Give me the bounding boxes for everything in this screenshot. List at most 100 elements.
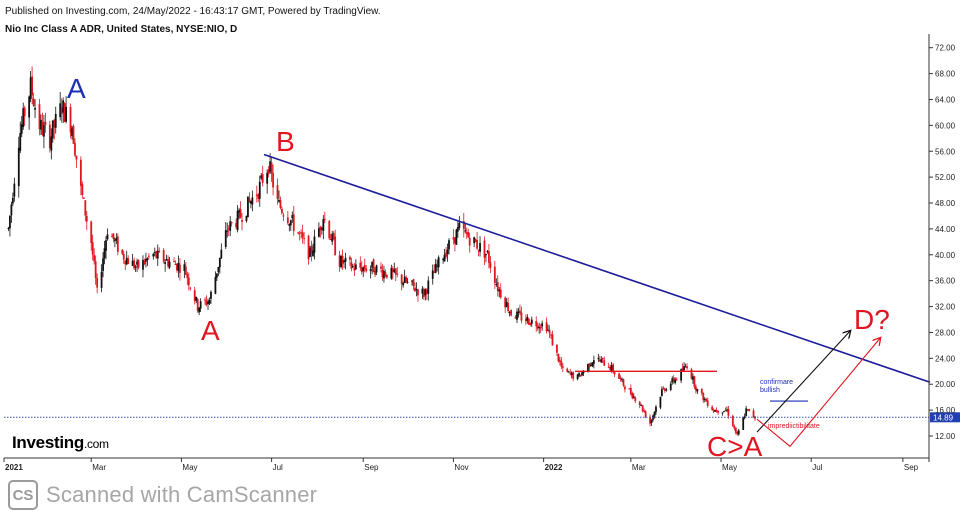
time-tick-label: Mar	[92, 463, 106, 472]
candle-body	[560, 361, 563, 367]
candle-body	[600, 359, 603, 363]
wave-label-d: D?	[854, 304, 890, 335]
candle-body	[90, 221, 93, 244]
candle-body	[556, 344, 558, 353]
candle-body	[50, 136, 53, 151]
candle-body	[60, 107, 63, 114]
candle-body	[183, 264, 186, 272]
candle-body	[322, 219, 325, 231]
candle-body	[520, 312, 523, 321]
candle-body	[162, 250, 165, 262]
candle-body	[173, 261, 175, 263]
candle-body	[576, 374, 579, 380]
candle-body	[507, 302, 510, 311]
candle-body	[331, 233, 334, 242]
candle-body	[535, 321, 538, 327]
candle-body	[711, 406, 714, 411]
candle-body	[592, 360, 595, 364]
overlays: 14.89	[4, 153, 960, 448]
candle-body	[479, 243, 481, 252]
candle-body	[634, 397, 637, 402]
candle-body	[218, 257, 221, 268]
time-tick-label: May	[182, 463, 197, 472]
candle-body	[561, 366, 564, 368]
candle-body	[69, 106, 72, 133]
candle-body	[303, 238, 306, 240]
candle-body	[743, 416, 746, 419]
candle-body	[476, 239, 478, 249]
price-tick-label: 52.00	[935, 173, 956, 182]
candle-body	[323, 218, 326, 220]
candle-body	[477, 249, 480, 251]
candle-body	[446, 249, 449, 255]
candle-body	[443, 254, 446, 262]
candle-body	[465, 232, 468, 235]
candle-body	[380, 266, 382, 269]
candle-body	[629, 387, 632, 395]
candle-body	[415, 289, 418, 291]
candle-body	[631, 393, 634, 399]
candle-body	[406, 281, 409, 283]
candle-body	[317, 228, 320, 237]
candle-body	[210, 291, 212, 299]
candle-body	[227, 228, 230, 230]
candle-body	[220, 249, 223, 259]
candle-body	[298, 232, 301, 234]
candle-body	[362, 267, 365, 272]
candle-body	[343, 260, 345, 263]
candle-body	[403, 276, 406, 283]
candle-body	[193, 290, 196, 301]
candle-body	[579, 374, 582, 377]
candle-body	[214, 276, 217, 294]
candle-body	[624, 386, 626, 390]
candle-body	[692, 376, 694, 380]
candle-body	[41, 121, 44, 135]
candle-body	[547, 329, 549, 331]
candle-body	[288, 224, 291, 226]
candle-body	[272, 172, 274, 188]
note-bullish-confirmation: confirmare bullish	[760, 379, 794, 394]
candle-body	[147, 255, 150, 257]
candle-body	[352, 266, 354, 268]
candle-body	[734, 427, 737, 433]
candle-body	[179, 264, 181, 273]
candle-body	[638, 401, 641, 406]
candle-body	[22, 108, 25, 128]
candle-body	[338, 255, 341, 267]
candle-body	[495, 284, 498, 286]
candle-body	[20, 124, 23, 134]
candle-body	[79, 159, 82, 186]
candle-body	[111, 236, 113, 238]
downtrend-line	[263, 153, 931, 384]
candle-body	[612, 364, 615, 373]
candle-body	[591, 362, 594, 367]
candle-body	[694, 386, 697, 391]
candle-body	[526, 317, 529, 321]
investing-logo: Investing.com	[12, 433, 109, 453]
time-tick-label: Jul	[273, 463, 283, 472]
candle-body	[632, 396, 635, 398]
candle-body	[177, 263, 180, 271]
time-tick-label: 2022	[545, 463, 563, 472]
candle-body	[705, 399, 708, 402]
candle-body	[581, 372, 583, 376]
candle-body	[229, 221, 232, 231]
candle-body	[164, 262, 167, 264]
candle-body	[578, 373, 580, 376]
candle-body	[131, 260, 134, 266]
candle-body	[486, 251, 489, 253]
candle-body	[496, 282, 499, 291]
candle-body	[71, 128, 73, 136]
candle-body	[417, 289, 419, 296]
candle-body	[394, 268, 397, 275]
candle-body	[165, 259, 168, 261]
note-invalidation: imprediictibilitate	[768, 423, 820, 430]
price-tick-label: 68.00	[935, 70, 956, 79]
price-tick-label: 36.00	[935, 277, 956, 286]
candle-body	[174, 263, 177, 265]
candle-body	[291, 215, 294, 219]
candle-body	[675, 379, 678, 381]
candle-body	[700, 388, 703, 394]
candle-body	[230, 222, 233, 224]
